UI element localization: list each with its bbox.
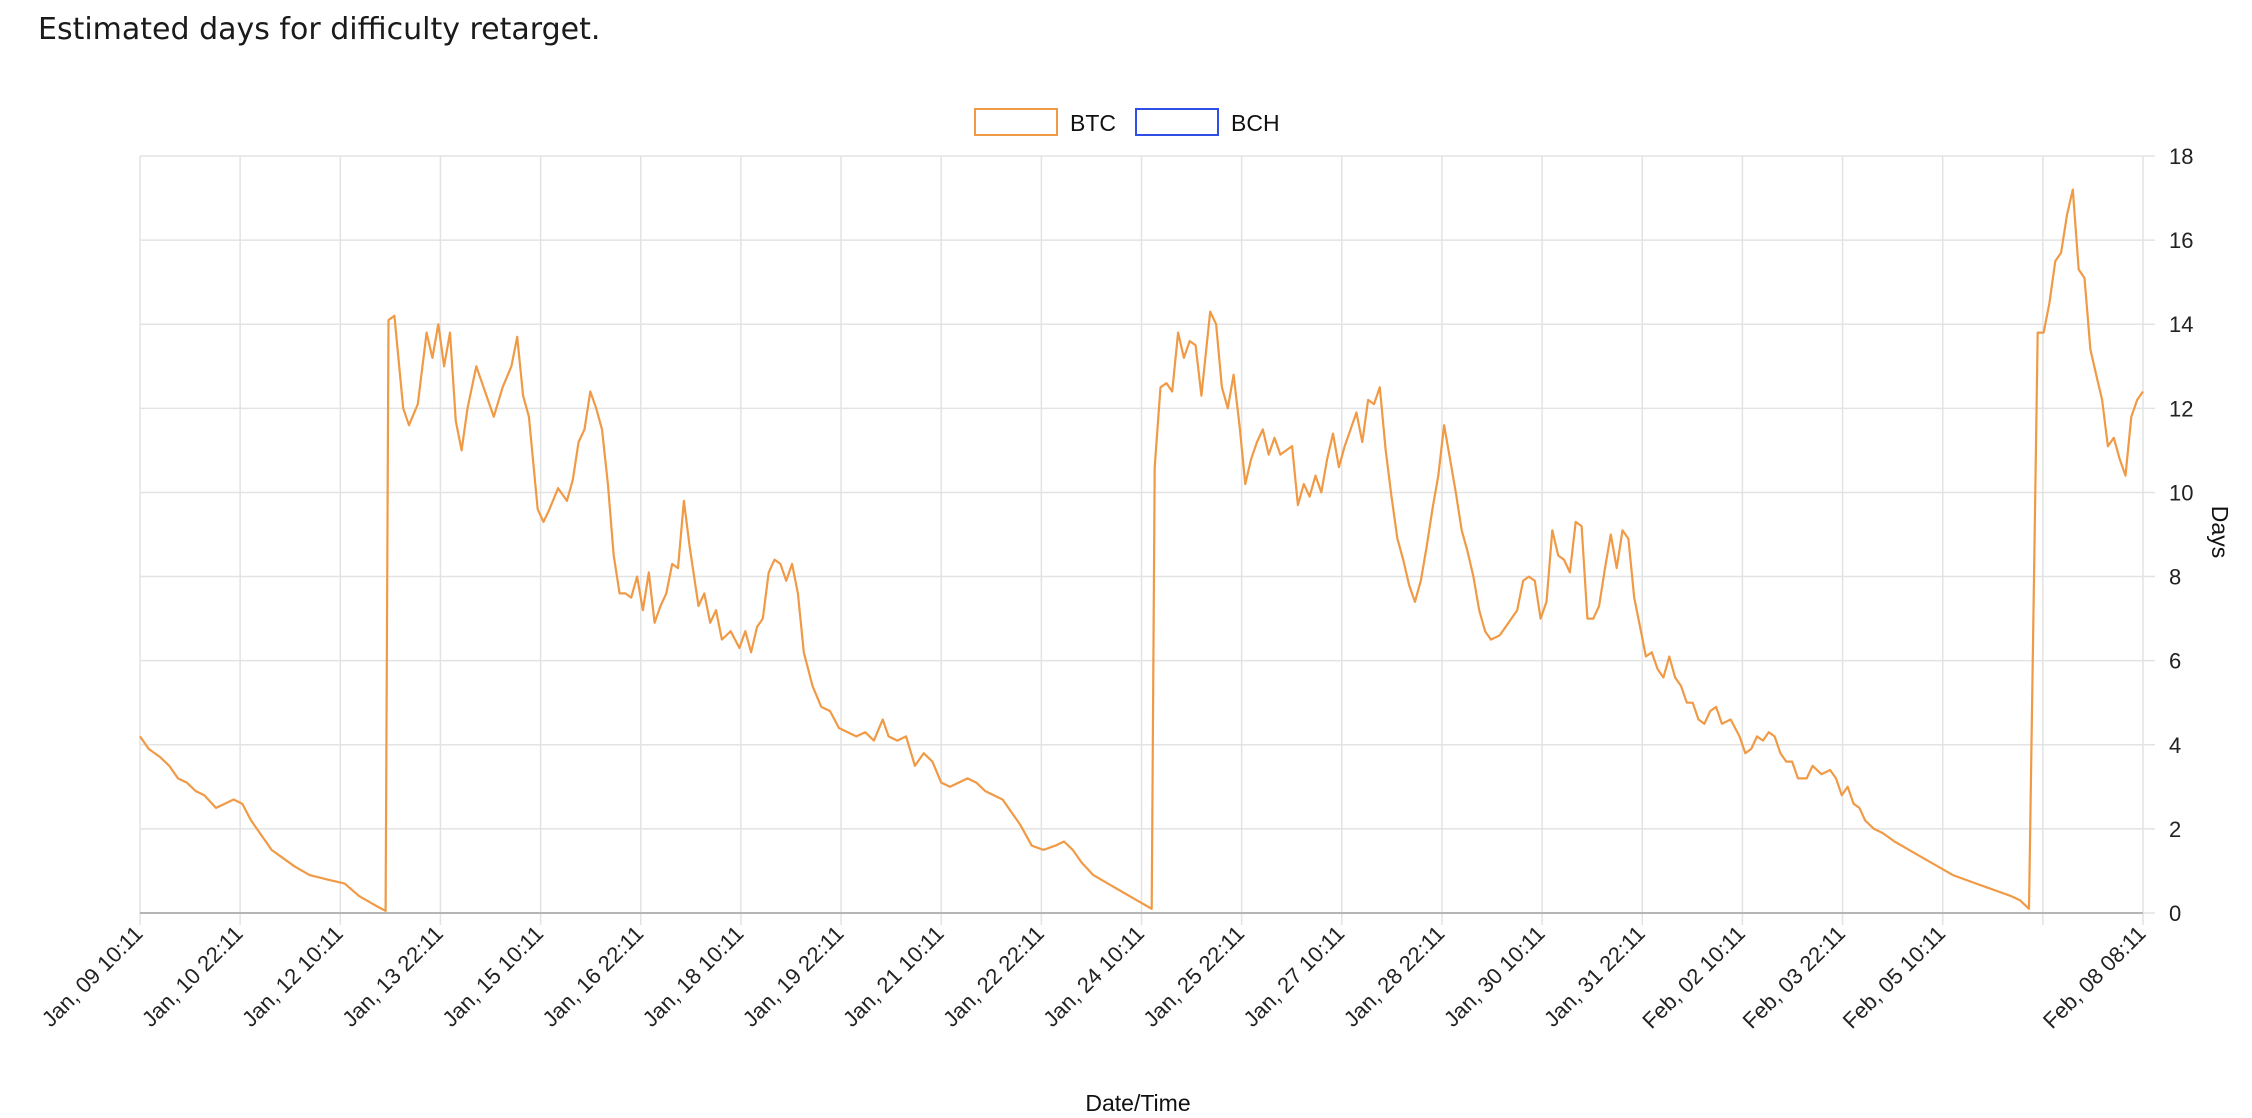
grid-lines (139, 155, 2155, 925)
x-tick-label-1: Jan, 10 22:11 (137, 921, 248, 1032)
x-tick-label-10: Jan, 24 10:11 (1038, 921, 1149, 1032)
legend-item-bch[interactable]: BCH (1135, 108, 1280, 136)
y-tick-label-9: 18 (2169, 144, 2193, 169)
legend-label-bch[interactable]: BCH (1231, 110, 1280, 136)
y-tick-label-2: 4 (2169, 733, 2181, 758)
y-axis-tick-labels: 0 2 4 6 8 10 12 14 16 18 (2169, 144, 2193, 926)
x-tick-label-2: Jan, 12 10:11 (237, 921, 348, 1032)
legend[interactable]: BTC BCH (974, 108, 1280, 136)
x-tick-label-4: Jan, 15 10:11 (437, 921, 548, 1032)
x-tick-label-8: Jan, 21 10:11 (838, 921, 949, 1032)
series-line-btc (139, 188, 2144, 912)
x-tick-label-17: Feb, 03 22:11 (1738, 921, 1851, 1034)
y-tick-label-4: 8 (2169, 565, 2181, 590)
legend-item-btc[interactable]: BTC (974, 108, 1116, 136)
x-tick-label-9: Jan, 22 22:11 (938, 921, 1049, 1032)
x-tick-label-11: Jan, 25 22:11 (1138, 921, 1249, 1032)
x-tick-label-6: Jan, 18 10:11 (638, 921, 749, 1032)
x-axis-title: Date/Time (1085, 1090, 1190, 1116)
y-tick-label-3: 6 (2169, 649, 2181, 674)
data-series (139, 188, 2144, 912)
y-tick-label-1: 2 (2169, 817, 2181, 842)
y-tick-label-7: 14 (2169, 312, 2193, 337)
chart-title: Estimated days for difficulty retarget. (38, 12, 601, 47)
x-tick-label-16: Feb, 02 10:11 (1637, 921, 1750, 1034)
x-tick-label-18: Feb, 05 10:11 (1838, 921, 1951, 1034)
x-tick-label-13: Jan, 28 22:11 (1339, 921, 1450, 1032)
y-tick-label-8: 16 (2169, 228, 2193, 253)
x-tick-label-12: Jan, 27 10:11 (1239, 921, 1350, 1032)
legend-swatch-btc[interactable] (974, 108, 1058, 136)
x-tick-label-20: Feb, 08 08:11 (2038, 921, 2151, 1034)
y-axis-title: Days (2207, 506, 2233, 558)
y-tick-label-0: 0 (2169, 901, 2181, 926)
legend-label-btc[interactable]: BTC (1070, 110, 1116, 136)
x-tick-label-15: Jan, 31 22:11 (1539, 921, 1650, 1032)
y-tick-label-6: 12 (2169, 396, 2193, 421)
x-tick-label-14: Jan, 30 10:11 (1439, 921, 1550, 1032)
legend-swatch-bch[interactable] (1135, 108, 1219, 136)
x-tick-label-7: Jan, 19 22:11 (738, 921, 849, 1032)
x-tick-label-5: Jan, 16 22:11 (537, 921, 648, 1032)
x-tick-label-0: Jan, 09 10:11 (37, 921, 148, 1032)
y-tick-label-5: 10 (2169, 480, 2193, 505)
x-tick-label-3: Jan, 13 22:11 (337, 921, 448, 1032)
